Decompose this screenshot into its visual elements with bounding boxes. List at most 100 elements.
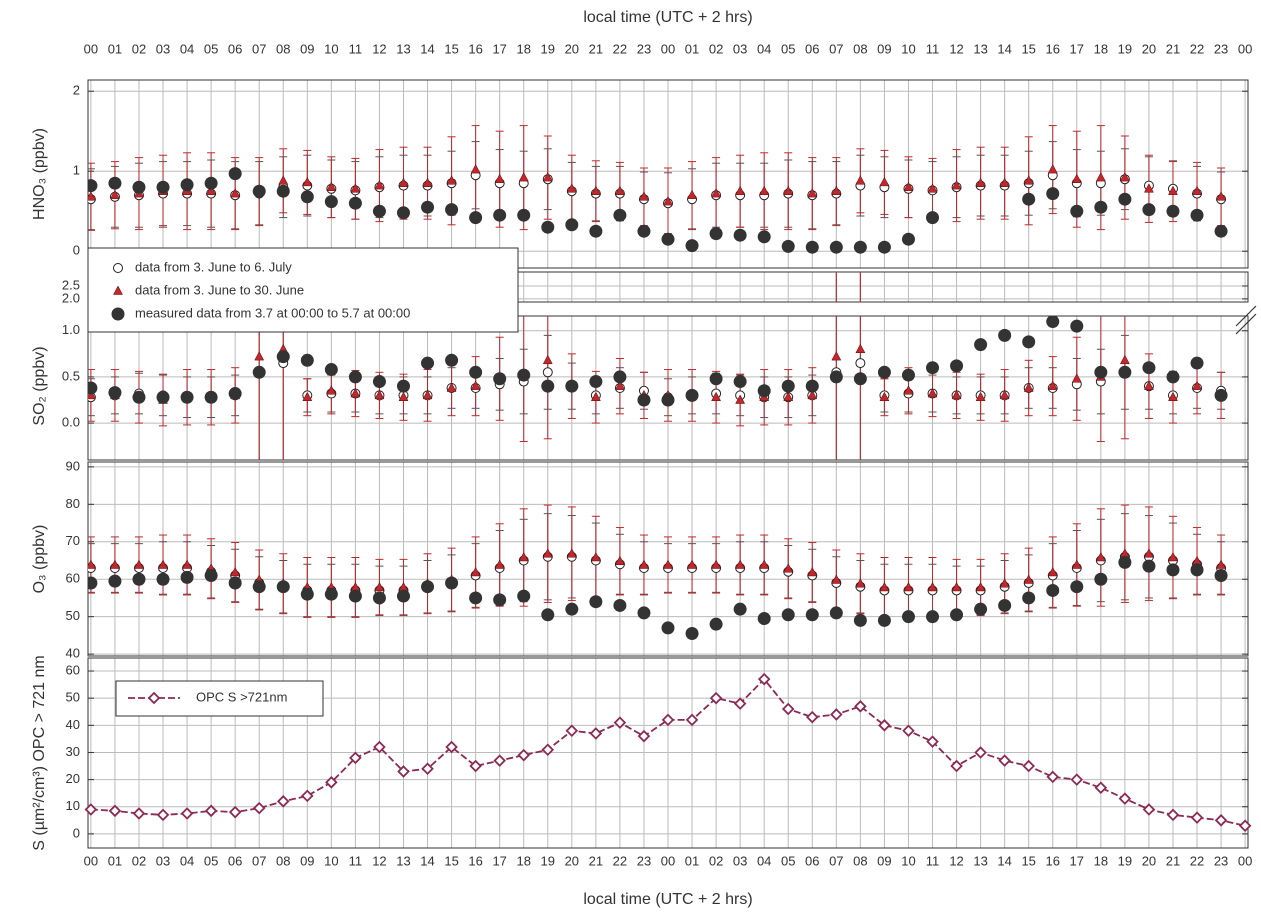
data-point bbox=[854, 700, 867, 713]
data-point bbox=[542, 367, 553, 378]
data-point bbox=[998, 754, 1011, 767]
data-point bbox=[1166, 563, 1180, 577]
x-tick-label-top: 08 bbox=[276, 41, 290, 56]
data-point bbox=[853, 372, 867, 386]
data-point bbox=[348, 589, 362, 603]
data-point bbox=[108, 574, 122, 588]
x-tick-label-bottom: 14 bbox=[420, 853, 434, 868]
data-point bbox=[421, 580, 435, 594]
data-point bbox=[759, 185, 770, 195]
x-tick-label-bottom: 17 bbox=[492, 853, 506, 868]
data-point bbox=[663, 559, 673, 569]
y-tick-label: 40 bbox=[66, 646, 80, 661]
data-point bbox=[300, 587, 314, 601]
y-tick-label: 0.5 bbox=[62, 368, 80, 383]
data-point bbox=[228, 805, 242, 819]
data-point bbox=[590, 391, 601, 401]
x-tick-label-bottom: 13 bbox=[973, 853, 987, 868]
data-point bbox=[324, 363, 338, 377]
x-tick-label-bottom: 21 bbox=[589, 853, 603, 868]
data-point bbox=[565, 602, 579, 616]
data-point bbox=[661, 713, 675, 727]
data-point bbox=[637, 729, 651, 743]
data-point bbox=[709, 691, 723, 705]
x-tick-label-bottom: 02 bbox=[132, 853, 146, 868]
data-point bbox=[901, 368, 915, 382]
data-point bbox=[759, 559, 770, 569]
x-tick-label-top: 10 bbox=[324, 41, 338, 56]
plot-frame bbox=[87, 657, 1249, 849]
x-tick-label-bottom: 09 bbox=[300, 853, 314, 868]
data-point bbox=[951, 389, 962, 400]
data-point bbox=[805, 240, 819, 254]
data-point bbox=[974, 338, 988, 352]
data-point bbox=[565, 379, 579, 393]
x-tick-label-bottom: 08 bbox=[276, 853, 290, 868]
data-point bbox=[542, 354, 553, 365]
x-tick-label-top: 23 bbox=[637, 41, 651, 56]
x-tick-label-top: 21 bbox=[1166, 41, 1180, 56]
data-point bbox=[541, 743, 555, 757]
x-tick-label-bottom: 16 bbox=[468, 853, 482, 868]
data-point bbox=[1095, 172, 1106, 182]
x-axis-title-bottom: local time (UTC + 2 hrs) bbox=[583, 891, 752, 908]
data-point bbox=[589, 595, 603, 609]
data-point bbox=[877, 613, 891, 627]
data-point bbox=[132, 572, 146, 586]
x-tick-label-top: 12 bbox=[949, 41, 963, 56]
data-point bbox=[374, 389, 385, 400]
data-point bbox=[396, 589, 410, 603]
data-point bbox=[1047, 380, 1058, 390]
data-point bbox=[493, 593, 507, 607]
data-point bbox=[88, 179, 98, 193]
data-point bbox=[1094, 200, 1108, 214]
series bbox=[88, 164, 1226, 206]
data-point bbox=[324, 195, 338, 209]
data-point bbox=[709, 227, 723, 241]
data-point bbox=[974, 746, 987, 759]
data-point bbox=[1022, 759, 1035, 773]
data-point bbox=[733, 697, 747, 710]
data-point bbox=[565, 218, 579, 232]
x-tick-label-top: 17 bbox=[492, 41, 506, 56]
data-point bbox=[1046, 583, 1060, 597]
data-point bbox=[421, 356, 435, 370]
plots: 0000010102020303040405050606070708080909… bbox=[31, 41, 1252, 868]
x-tick-label-bottom: 10 bbox=[901, 853, 915, 868]
data-point bbox=[517, 589, 531, 603]
series bbox=[88, 555, 1228, 641]
data-point bbox=[781, 239, 795, 253]
legend-box bbox=[87, 247, 519, 333]
data-point bbox=[613, 598, 627, 612]
data-point bbox=[252, 801, 266, 815]
data-point bbox=[278, 175, 289, 185]
data-point bbox=[951, 180, 962, 190]
data-point bbox=[1070, 580, 1084, 594]
y-tick-label: 80 bbox=[66, 496, 80, 511]
data-point bbox=[975, 391, 986, 401]
data-point bbox=[1166, 204, 1180, 218]
x-tick-label-bottom: 22 bbox=[613, 853, 627, 868]
x-tick-label-top: 11 bbox=[926, 41, 940, 56]
data-point bbox=[1118, 365, 1132, 379]
x-tick-label-top: 00 bbox=[661, 41, 675, 56]
data-point bbox=[494, 559, 505, 569]
series bbox=[88, 167, 1228, 254]
data-point bbox=[469, 591, 483, 605]
x-tick-label-top: 12 bbox=[372, 41, 386, 56]
legend-marker bbox=[113, 263, 123, 273]
x-tick-label-bottom: 09 bbox=[877, 853, 891, 868]
data-point bbox=[470, 380, 481, 390]
data-point bbox=[733, 228, 747, 242]
data-point bbox=[1094, 365, 1108, 379]
x-tick-label-top: 14 bbox=[420, 41, 434, 56]
data-point bbox=[878, 719, 891, 732]
x-tick-label-bottom: 02 bbox=[709, 853, 723, 868]
x-tick-label-bottom: 08 bbox=[853, 853, 867, 868]
x-tick-label-top: 02 bbox=[132, 41, 146, 56]
data-point bbox=[517, 208, 531, 222]
data-point bbox=[566, 548, 577, 558]
data-point bbox=[397, 765, 410, 778]
x-tick-label-top: 21 bbox=[589, 41, 603, 56]
data-point bbox=[517, 748, 530, 762]
